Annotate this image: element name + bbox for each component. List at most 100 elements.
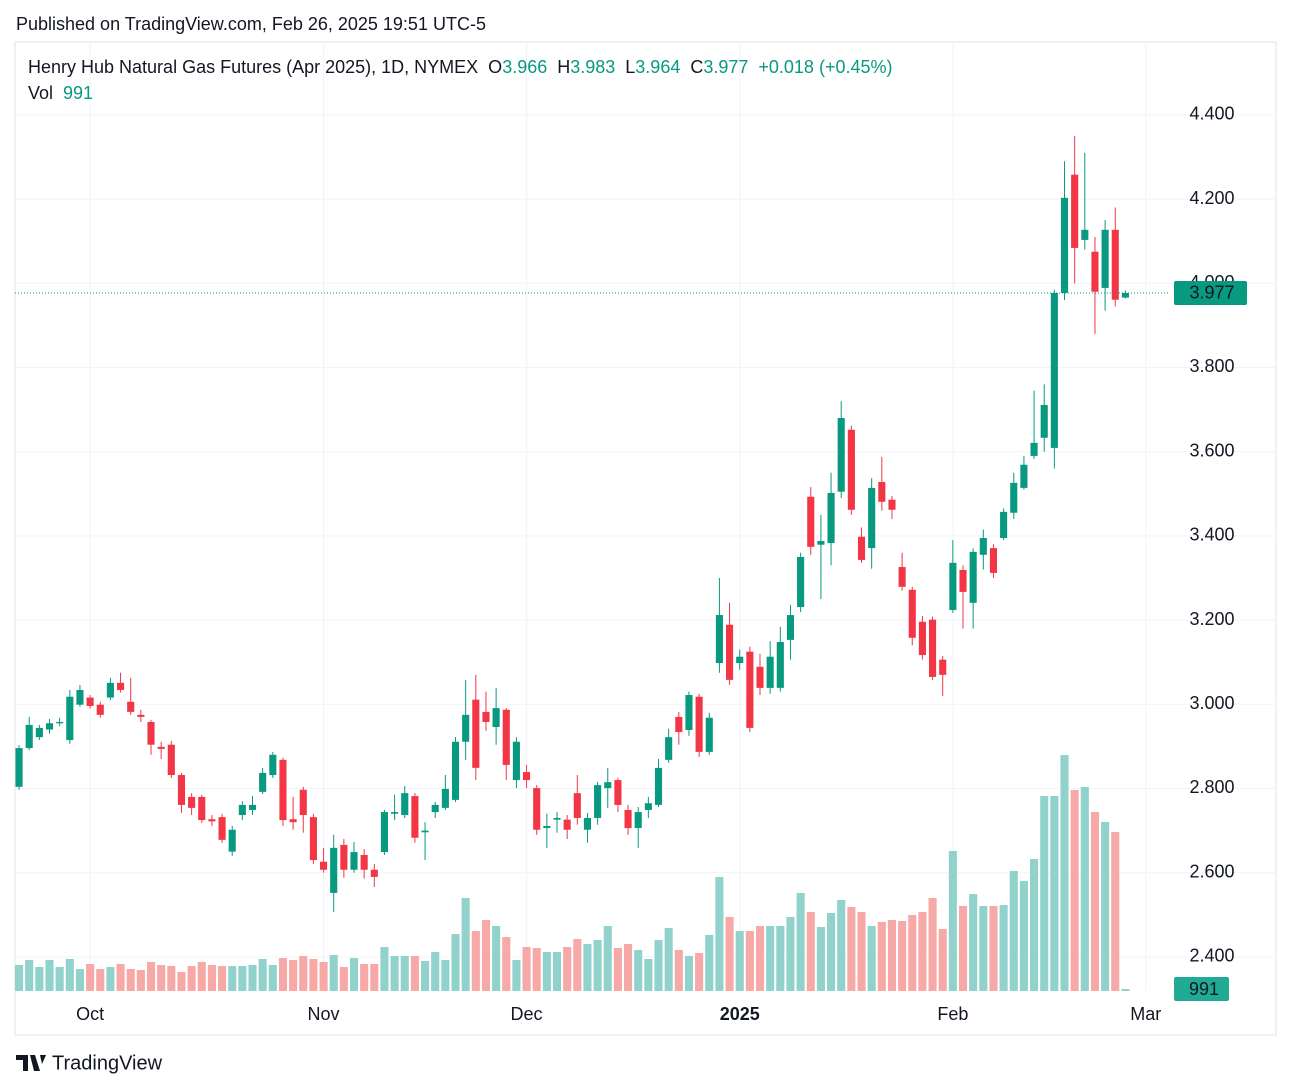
value: 3.977 xyxy=(703,57,748,77)
footer-text: TradingView xyxy=(52,1052,163,1074)
candle-body xyxy=(157,746,165,749)
candle-body xyxy=(918,621,926,656)
candle-body xyxy=(624,809,632,829)
x-tick-label: Mar xyxy=(1130,1004,1161,1024)
candle-body xyxy=(573,793,581,818)
candle-body xyxy=(238,804,246,816)
candle-body xyxy=(583,817,592,830)
volume-bar xyxy=(735,931,744,991)
candle-body xyxy=(147,721,155,745)
candle-body xyxy=(1121,292,1129,298)
volume-bar xyxy=(126,969,135,991)
candle-body xyxy=(1050,292,1058,448)
candle-body xyxy=(76,689,84,705)
volume-bar xyxy=(1019,881,1028,991)
x-tick-label: 2025 xyxy=(720,1004,760,1024)
candle-body xyxy=(502,709,510,765)
volume-bar xyxy=(360,964,369,991)
volume-bar xyxy=(532,948,541,991)
volume-bar xyxy=(197,962,206,991)
volume-bar xyxy=(136,970,145,991)
volume-bar xyxy=(248,965,257,991)
y-tick-label: 4.200 xyxy=(1189,188,1234,208)
volume-bar xyxy=(999,905,1008,991)
candle-body xyxy=(177,775,186,805)
volume-bar xyxy=(583,944,592,991)
volume-bar xyxy=(309,959,318,991)
candle-body xyxy=(350,852,358,870)
candle-body xyxy=(675,716,683,733)
candle-body xyxy=(888,499,896,510)
volume-bar xyxy=(766,926,775,991)
y-tick-label: 3.400 xyxy=(1189,525,1234,545)
volume-bar xyxy=(948,851,957,991)
volume-bar xyxy=(167,966,176,991)
volume-line: Vol 991 xyxy=(28,83,93,103)
volume-bar xyxy=(258,959,267,991)
candle-body xyxy=(269,754,277,776)
candle-body xyxy=(1091,251,1099,292)
legend-line: Henry Hub Natural Gas Futures (Apr 2025)… xyxy=(28,57,893,77)
volume-bar xyxy=(593,940,602,991)
candle-body xyxy=(1081,229,1089,240)
volume-bar xyxy=(806,912,815,991)
volume-bar xyxy=(715,877,724,991)
candle-body xyxy=(543,825,551,829)
volume-bar xyxy=(86,964,95,991)
volume-bar xyxy=(299,956,308,991)
volume-bar xyxy=(25,960,34,991)
volume-bar xyxy=(218,966,227,991)
candle-body xyxy=(786,615,795,640)
candle-body xyxy=(248,804,257,810)
candle-body xyxy=(817,540,825,545)
logo-icon xyxy=(16,1055,46,1071)
volume-bar xyxy=(989,906,998,991)
volume-bar xyxy=(837,900,846,991)
volume-bar xyxy=(75,969,85,991)
candle-body xyxy=(411,796,419,838)
candle-body xyxy=(868,487,876,549)
legend: Henry Hub Natural Gas Futures (Apr 2025)… xyxy=(28,57,893,103)
candle-body xyxy=(847,429,855,510)
candle-body xyxy=(472,699,480,768)
candle-body xyxy=(86,697,94,706)
volume-label: 991 xyxy=(1189,979,1219,999)
plot xyxy=(15,135,1170,991)
volume-bar xyxy=(502,937,511,991)
volume-bar xyxy=(1090,812,1100,991)
candle-body xyxy=(746,651,754,728)
candle-body xyxy=(665,737,673,760)
candle-body xyxy=(705,717,713,752)
volume-bar xyxy=(1009,871,1018,991)
volume-bar xyxy=(634,950,643,991)
volume-bar xyxy=(786,917,795,991)
volume-bar xyxy=(370,964,379,991)
candle-body xyxy=(979,537,987,555)
volume-bar xyxy=(552,952,562,991)
candle-body xyxy=(106,682,114,698)
volume-bar xyxy=(796,893,805,991)
candle-body xyxy=(837,418,845,492)
x-tick-label: Dec xyxy=(511,1004,543,1024)
candle-body xyxy=(644,803,652,810)
last-price-label: 3.977 xyxy=(1189,283,1234,303)
value: 991 xyxy=(63,83,93,103)
candle-body xyxy=(1101,229,1109,288)
axes: 2.400 2.600 2.800 3.000 3.200 3.400 3.600 3.800… xyxy=(76,104,1247,1024)
volume-bar xyxy=(979,906,988,991)
volume-bar xyxy=(958,906,968,991)
volume-bar xyxy=(512,960,521,991)
change: +0.018 (+0.45%) xyxy=(758,57,892,77)
candle-body xyxy=(492,708,500,728)
y-tick-label: 3.600 xyxy=(1189,440,1234,460)
y-tick-label: 3.800 xyxy=(1189,356,1234,376)
volume-bar xyxy=(1060,755,1069,991)
candle-body xyxy=(685,695,693,730)
volume-bar xyxy=(289,960,298,991)
volume-bar xyxy=(1030,859,1039,991)
volume-bar xyxy=(1101,822,1110,991)
candle-body xyxy=(35,727,43,738)
volume-bar xyxy=(319,962,328,991)
candle-body xyxy=(715,615,723,664)
